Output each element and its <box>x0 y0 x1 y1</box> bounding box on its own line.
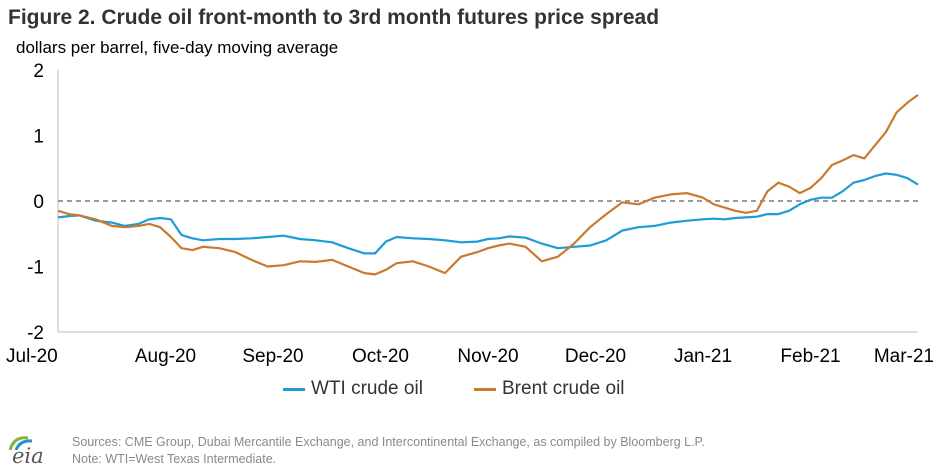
x-tick-label: Feb-21 <box>780 346 840 367</box>
legend-label-brent: Brent crude oil <box>502 378 625 399</box>
note-text: Note: WTI=West Texas Intermediate. <box>72 452 277 466</box>
legend-label-wti: WTI crude oil <box>311 378 423 399</box>
legend-swatch-wti <box>283 387 305 391</box>
series-line-brent <box>57 94 919 276</box>
y-tick-label: 0 <box>33 192 44 213</box>
y-tick-label: 2 <box>33 61 44 82</box>
legend-item-brent: Brent crude oil <box>474 378 625 400</box>
legend: WTI crude oil Brent crude oil <box>0 378 938 408</box>
x-tick-label: Jan-21 <box>674 346 732 367</box>
chart-subtitle: dollars per barrel, five-day moving aver… <box>16 38 339 57</box>
series-line-wti <box>57 172 919 255</box>
x-tick-label: Oct-20 <box>352 346 409 367</box>
x-tick-label: Jul-20 <box>6 346 58 367</box>
footnotes: Sources: CME Group, Dubai Mercantile Exc… <box>72 434 705 468</box>
y-tick-label: -1 <box>27 258 44 279</box>
y-tick-label: -2 <box>27 323 44 344</box>
legend-swatch-brent <box>474 387 496 391</box>
x-tick-label: Aug-20 <box>135 346 196 367</box>
x-tick-label: Dec-20 <box>565 346 626 367</box>
eia-logo-arc-icon <box>8 436 33 451</box>
legend-item-wti: WTI crude oil <box>283 378 423 400</box>
y-tick-label: 1 <box>33 127 44 148</box>
x-tick-label: Mar-21 <box>874 346 934 367</box>
x-tick-label: Nov-20 <box>457 346 518 367</box>
sources-text: Sources: CME Group, Dubai Mercantile Exc… <box>72 435 705 449</box>
eia-logo-text: eia <box>12 444 44 468</box>
chart-title: Figure 2. Crude oil front-month to 3rd m… <box>8 6 660 29</box>
x-tick-label: Sep-20 <box>242 346 303 367</box>
eia-logo: eia <box>6 432 52 468</box>
